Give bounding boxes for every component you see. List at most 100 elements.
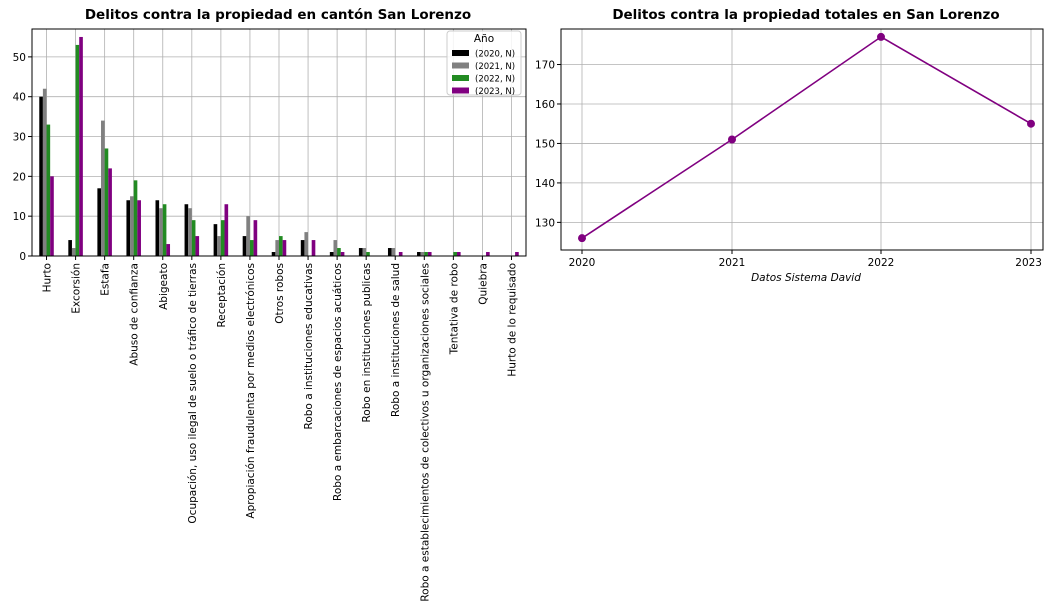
bar — [188, 208, 192, 256]
bar — [79, 36, 83, 257]
line-chart-x-label: Datos Sistema David — [751, 272, 861, 284]
bar — [184, 204, 189, 256]
line-chart-series — [578, 32, 1035, 243]
bar — [424, 252, 428, 256]
bar — [68, 240, 72, 256]
bar — [300, 240, 305, 256]
y-tick-label: 0 — [19, 251, 26, 263]
line-chart-y-axis: 130 140 150 160 170 — [535, 60, 561, 229]
bar — [329, 252, 334, 256]
bar — [213, 224, 218, 256]
bar — [166, 244, 171, 256]
x-tick-label: Robo a establecimientos de colectivos u … — [419, 263, 431, 601]
line-chart-title: Delitos contra la propiedad totales en S… — [612, 7, 999, 23]
bar — [133, 180, 138, 256]
x-tick-label: Estafa — [100, 263, 112, 296]
legend-label: (2022, N) — [475, 75, 515, 85]
bar — [420, 252, 425, 256]
x-tick-label: Apropiación fraudulenta por medios elect… — [245, 263, 257, 519]
legend-items: (2020, N) (2021, N) (2022, N) (2023, N) — [452, 50, 515, 97]
bar — [333, 240, 338, 256]
bar — [108, 168, 112, 256]
bar — [271, 252, 276, 256]
bar — [282, 240, 287, 256]
bar — [191, 220, 196, 256]
legend-swatch — [452, 75, 469, 81]
bar — [253, 220, 258, 256]
y-tick-label: 20 — [13, 171, 26, 183]
bar — [427, 252, 432, 256]
bar — [155, 200, 160, 256]
bar — [130, 196, 134, 256]
bar — [340, 252, 345, 256]
legend-label: (2023, N) — [475, 87, 515, 97]
bar — [366, 252, 370, 256]
bar — [246, 216, 250, 256]
legend-swatch — [452, 50, 469, 56]
data-point — [877, 32, 885, 41]
x-tick-label: Hurto de lo requisado — [506, 263, 518, 377]
bar — [75, 44, 80, 256]
data-point — [728, 135, 736, 144]
y-tick-label: 170 — [535, 60, 555, 72]
data-point — [1027, 119, 1035, 128]
x-tick-label: Abigeato — [158, 263, 170, 310]
bar — [137, 200, 141, 256]
y-tick-label: 160 — [535, 99, 555, 111]
x-tick-label: Abuso de confianza — [129, 263, 141, 366]
data-point — [578, 234, 586, 243]
bar — [71, 248, 76, 256]
bar — [242, 236, 247, 256]
x-tick-label: 2020 — [569, 257, 596, 269]
line-chart-grid — [561, 29, 1043, 250]
bar-chart-y-axis: 0 10 20 30 40 50 — [13, 52, 32, 263]
bar — [46, 124, 51, 256]
legend-title: Año — [474, 33, 494, 45]
y-tick-label: 10 — [13, 211, 26, 223]
y-tick-label: 150 — [535, 138, 555, 150]
y-tick-label: 40 — [13, 92, 26, 104]
x-tick-label: Hurto — [42, 263, 54, 292]
bar — [39, 96, 43, 256]
x-tick-label: 2021 — [719, 257, 746, 269]
y-tick-label: 130 — [535, 217, 555, 229]
y-tick-label: 140 — [535, 178, 555, 190]
x-tick-label: 2022 — [868, 257, 895, 269]
bar-chart-title: Delitos contra la propiedad en cantón Sa… — [85, 7, 471, 23]
x-tick-label: Otros robos — [274, 263, 286, 324]
x-tick-label: Quiebra — [477, 263, 489, 305]
bar — [195, 236, 200, 256]
bar — [391, 248, 396, 256]
bar — [104, 148, 109, 256]
bar — [358, 248, 363, 256]
bar — [453, 252, 457, 256]
bar — [398, 252, 403, 256]
legend-swatch — [452, 62, 469, 69]
bar — [456, 252, 461, 256]
legend-label: (2021, N) — [475, 62, 515, 72]
x-tick-label: 2023 — [1015, 257, 1042, 269]
bar-chart-legend: Año (2020, N) (2021, N) (2022, N) (2023, N) — [446, 30, 522, 97]
series-line — [581, 35, 1032, 239]
x-tick-label: Ocupación, uso ilegal de suelo o tráfico… — [187, 263, 199, 524]
bar — [162, 204, 167, 256]
bar — [42, 88, 47, 256]
bar — [249, 240, 254, 256]
line-chart-x-axis: 2020 2021 2022 2023 — [569, 250, 1042, 269]
x-tick-label: Tentativa de robo — [448, 263, 460, 355]
bar — [515, 252, 519, 256]
bar — [275, 240, 279, 256]
bar-chart-bars — [39, 36, 519, 257]
x-tick-label: Robo a embarcaciones de espacios acuátic… — [332, 263, 344, 501]
bar — [126, 200, 131, 256]
x-tick-label: Receptación — [216, 263, 228, 328]
bar — [217, 236, 221, 256]
x-tick-label: Robo en instituciones publicas — [361, 263, 373, 423]
bar — [362, 248, 367, 256]
bar — [50, 176, 54, 256]
y-tick-label: 30 — [13, 132, 26, 144]
y-tick-label: 50 — [13, 52, 26, 64]
bar — [486, 252, 490, 256]
x-tick-label: Robo a instituciones de salud — [390, 263, 402, 417]
